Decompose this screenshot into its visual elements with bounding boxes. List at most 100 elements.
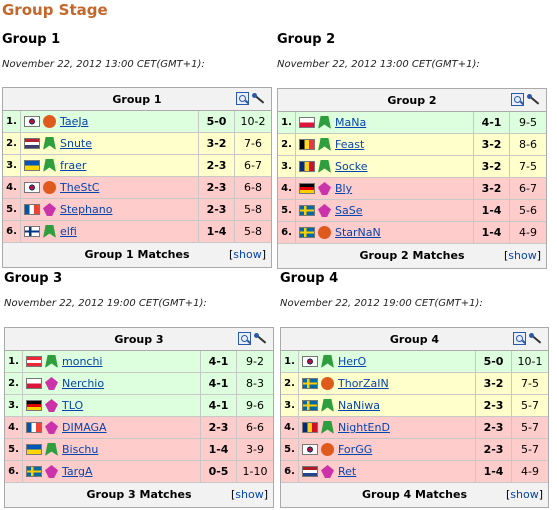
table-rows: 1. TaeJa 5-0 10-2 2. Snute 3-2 7-6 3. fraer 2-3 6-7… [3, 111, 271, 243]
show-matches-link[interactable]: show [510, 488, 539, 501]
table-row: 1. TaeJa 5-0 10-2 [3, 111, 271, 133]
table-rows: 1. HerO 5-0 10-1 2. ThorZaIN 3-2 7-5 3. NaNiwa 2-3… [281, 351, 548, 483]
position: 4. [3, 177, 21, 198]
country-flag-icon [26, 378, 42, 389]
match-score: 3-2 [199, 133, 235, 154]
player-cell: NightEnD [299, 417, 476, 438]
match-score: 1-4 [474, 200, 510, 221]
player-link[interactable]: elfi [60, 225, 77, 238]
player-cell: Ret [299, 461, 476, 482]
player-link[interactable]: ForGG [338, 443, 373, 456]
group-title: Group 2 [277, 32, 336, 47]
position: 1. [5, 351, 23, 372]
player-link[interactable]: HerO [338, 355, 367, 368]
table-row: 5. Stephano 2-3 5-8 [3, 199, 271, 221]
show-matches-link[interactable]: show [235, 488, 264, 501]
map-score: 9-2 [246, 355, 264, 368]
map-score: 8-3 [246, 377, 264, 390]
edit-icon[interactable] [252, 92, 265, 105]
player-link[interactable]: NightEnD [338, 421, 390, 434]
zoom-icon[interactable] [511, 93, 524, 106]
map-score: 5-8 [244, 225, 262, 238]
player-cell: ForGG [299, 439, 476, 460]
player-link[interactable]: Ret [338, 465, 357, 478]
group-title: Group 3 [4, 271, 63, 286]
player-link[interactable]: StarNaN [335, 226, 381, 239]
table-title: Group 2 [387, 94, 437, 107]
race-icon [321, 355, 334, 368]
player-link[interactable]: Nerchio [62, 377, 105, 390]
country-flag-icon [302, 422, 318, 433]
race-icon [45, 421, 58, 434]
match-score: 3-2 [474, 156, 510, 177]
player-link[interactable]: ThorZaIN [338, 377, 389, 390]
country-flag-icon [302, 356, 318, 367]
matches-label: Group 1 Matches [84, 248, 190, 261]
zoom-icon[interactable] [513, 332, 526, 345]
position: 3. [281, 395, 299, 416]
match-score: 4-1 [201, 395, 237, 416]
player-cell: Snute [21, 133, 199, 154]
race-icon [318, 160, 331, 173]
player-link[interactable]: NaNiwa [338, 399, 380, 412]
map-score: 4-9 [519, 226, 537, 239]
race-icon [318, 116, 331, 129]
country-flag-icon [302, 466, 318, 477]
player-link[interactable]: MaNa [335, 116, 367, 129]
table-footer: Group 2 Matches [show] [278, 244, 546, 268]
player-link[interactable]: fraer [60, 159, 87, 172]
country-flag-icon [24, 160, 40, 171]
race-icon [45, 355, 58, 368]
map-score: 6-8 [244, 181, 262, 194]
zoom-icon[interactable] [238, 332, 251, 345]
show-matches-link[interactable]: show [508, 249, 537, 262]
race-icon [321, 443, 334, 456]
position: 2. [3, 133, 21, 154]
player-link[interactable]: Snute [60, 137, 93, 150]
map-score: 5-7 [521, 399, 539, 412]
edit-icon[interactable] [529, 332, 542, 345]
edit-icon[interactable] [254, 332, 267, 345]
match-score: 1-4 [474, 222, 510, 243]
table-footer: Group 4 Matches [show] [281, 483, 548, 507]
match-score: 2-3 [199, 155, 235, 176]
player-link[interactable]: TaeJa [60, 115, 89, 128]
player-link[interactable]: DIMAGA [62, 421, 107, 434]
position: 4. [281, 417, 299, 438]
match-score: 1-4 [201, 439, 237, 460]
player-cell: TLO [23, 395, 201, 416]
map-score: 8-6 [519, 138, 537, 151]
zoom-icon[interactable] [236, 92, 249, 105]
table-header: Group 1 [3, 88, 271, 111]
player-link[interactable]: TLO [62, 399, 84, 412]
player-link[interactable]: TargA [62, 465, 93, 478]
player-link[interactable]: Bischu [62, 443, 99, 456]
map-score: 7-6 [244, 137, 262, 150]
player-link[interactable]: monchi [62, 355, 103, 368]
player-cell: StarNaN [296, 222, 474, 243]
table-row: 5. Bischu 1-4 3-9 [5, 439, 273, 461]
group-section-3: Group 3 November 22, 2012 19:00 CET(GMT+… [4, 271, 276, 508]
map-score: 4-9 [521, 465, 539, 478]
map-score: 6-7 [244, 159, 262, 172]
player-link[interactable]: Feast [335, 138, 365, 151]
player-cell: ThorZaIN [299, 373, 476, 394]
edit-icon[interactable] [527, 93, 540, 106]
race-icon [43, 203, 56, 216]
player-link[interactable]: TheStC [60, 181, 100, 194]
player-link[interactable]: Stephano [60, 203, 113, 216]
country-flag-icon [302, 400, 318, 411]
table-row: 2. Nerchio 4-1 8-3 [5, 373, 273, 395]
race-icon [321, 399, 334, 412]
player-link[interactable]: Bly [335, 182, 353, 195]
player-link[interactable]: Socke [335, 160, 368, 173]
player-cell: elfi [21, 221, 199, 242]
table-footer: Group 3 Matches [show] [5, 483, 273, 507]
table-row: 6. StarNaN 1-4 4-9 [278, 222, 546, 244]
position: 2. [278, 134, 296, 155]
matches-label: Group 3 Matches [86, 488, 192, 501]
show-matches-link[interactable]: show [233, 248, 262, 261]
player-link[interactable]: SaSe [335, 204, 363, 217]
position: 4. [278, 178, 296, 199]
player-cell: monchi [23, 351, 201, 372]
